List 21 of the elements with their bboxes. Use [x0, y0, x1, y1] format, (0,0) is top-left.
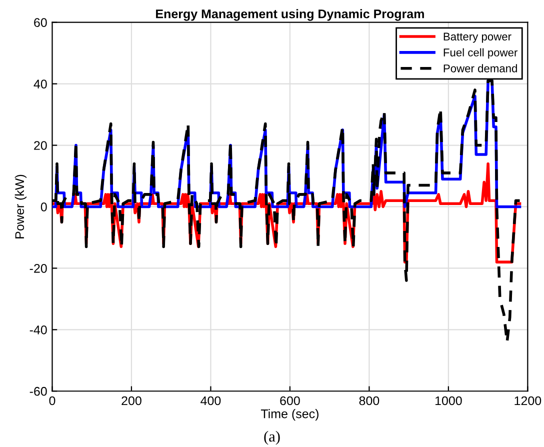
x-tick-label: 600: [280, 396, 300, 406]
x-tick-label: 800: [359, 396, 380, 406]
y-tick-label: -40: [30, 325, 47, 334]
x-tick-label: 1200: [514, 396, 542, 406]
legend-label: Fuel cell power: [444, 48, 518, 59]
x-axis-title: Time (sec): [260, 409, 318, 421]
y-tick-label: -20: [30, 264, 47, 273]
legend-label: Battery power: [444, 32, 512, 43]
x-tick-label: 400: [200, 396, 221, 406]
y-tick-label: 20: [34, 141, 47, 150]
x-tick-label: 200: [122, 396, 142, 406]
text: (a): [264, 430, 280, 445]
y-tick-label: 0: [40, 202, 47, 212]
x-tick-label: 0: [49, 396, 56, 406]
legend-label: Power demand: [444, 64, 517, 72]
y-tick-label: 40: [34, 80, 47, 88]
chart-title: Energy Management using Dynamic Program: [156, 9, 424, 21]
y-axis-title: Power (kW): [14, 174, 27, 238]
x-tick-label: 1000: [435, 396, 462, 406]
y-tick-label: -60: [30, 386, 47, 396]
y-tick-label: 60: [34, 18, 47, 27]
